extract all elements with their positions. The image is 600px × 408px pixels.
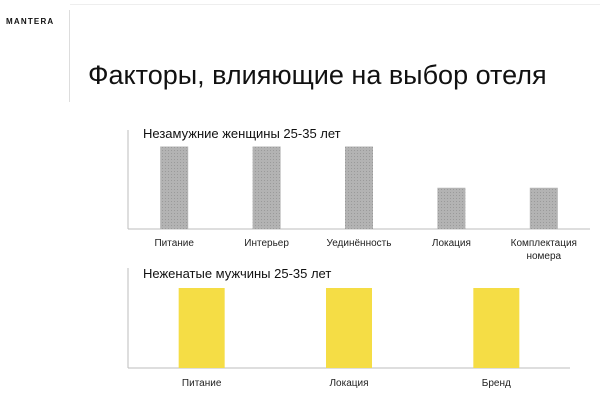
tick-label-питание: Питание <box>182 378 222 389</box>
bar-уединённость <box>345 146 373 229</box>
header-divider <box>70 4 600 5</box>
page-title: Факторы, влияющие на выбор отеля <box>88 60 547 90</box>
header-vertical-divider <box>69 10 70 102</box>
brand-logo: MANTERA <box>6 17 55 26</box>
bar-комплектация-номера <box>529 187 558 229</box>
tick-label-локация: Локация <box>329 378 368 389</box>
tick-label-питание: Питание <box>154 238 194 249</box>
chart-1-title: Незамужние женщины 25-35 лет <box>143 126 341 141</box>
tick-label-уединённость: Уединённость <box>327 238 392 249</box>
bar-локация <box>437 187 466 229</box>
bar-питание <box>178 288 225 368</box>
tick-label-комплектация-номера: Комплектация номера <box>511 238 577 262</box>
bar-питание <box>160 146 189 229</box>
tick-label-бренд: Бренд <box>482 378 511 389</box>
bar-бренд <box>473 288 520 368</box>
chart-2-title: Неженатые мужчины 25-35 лет <box>143 266 332 281</box>
bar-интерьер <box>252 146 281 229</box>
tick-label-локация: Локация <box>432 238 471 249</box>
tick-label-интерьер: Интерьер <box>244 238 289 249</box>
bar-локация <box>326 288 372 368</box>
